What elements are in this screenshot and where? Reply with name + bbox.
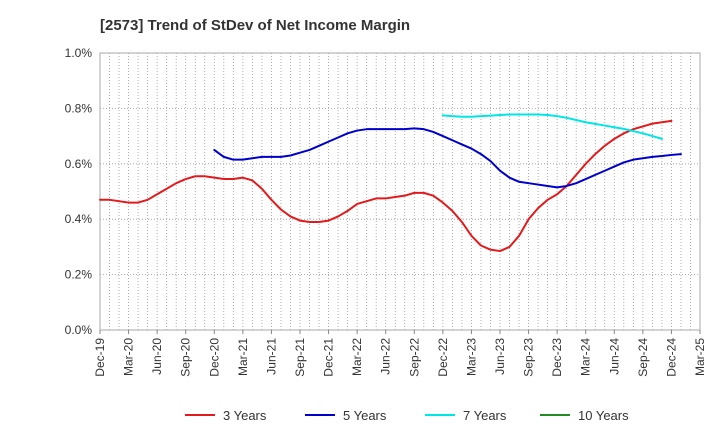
x-tick-label: Mar-22 <box>350 338 364 376</box>
x-tick-label: Jun-24 <box>607 338 621 375</box>
legend-label: 3 Years <box>223 408 267 423</box>
legend-label: 5 Years <box>343 408 387 423</box>
x-tick-label: Mar-23 <box>464 338 478 376</box>
legend-label: 10 Years <box>578 408 629 423</box>
x-axis-ticks: Dec-19 Mar-20 Jun-20 Sep-20 Dec-20 Mar-21 Jun-… <box>93 330 707 377</box>
legend-label: 7 Years <box>463 408 507 423</box>
y-tick-label: 0.8% <box>65 101 93 115</box>
series-line-7-years <box>441 113 663 140</box>
x-tick-label: Sep-20 <box>179 338 193 377</box>
x-tick-label: Dec-23 <box>550 338 564 377</box>
chart-title: [2573] Trend of StDev of Net Income Marg… <box>100 17 410 34</box>
plot-background <box>100 53 700 330</box>
x-tick-label: Mar-25 <box>693 338 707 376</box>
y-tick-label: 1.0% <box>65 46 93 60</box>
series-line-5-years <box>213 127 682 189</box>
x-tick-label: Jun-22 <box>379 338 393 375</box>
y-tick-label: 0.2% <box>65 268 93 282</box>
x-tick-label: Sep-22 <box>407 338 421 377</box>
x-tick-label: Mar-21 <box>236 338 250 376</box>
x-tick-label: Mar-20 <box>122 338 136 376</box>
y-axis-ticks: 0.0% 0.2% 0.4% 0.6% 0.8% 1.0% <box>65 46 93 337</box>
x-tick-label: Dec-19 <box>93 338 107 377</box>
x-tick-label: Jun-23 <box>493 338 507 375</box>
x-tick-label: Dec-20 <box>207 338 221 377</box>
x-tick-label: Sep-24 <box>636 338 650 377</box>
x-tick-label: Mar-24 <box>579 338 593 376</box>
x-tick-label: Jun-21 <box>264 338 278 375</box>
legend: 3 Years 5 Years 7 Years 10 Years <box>185 408 629 423</box>
x-tick-label: Dec-24 <box>664 338 678 377</box>
x-tick-label: Dec-21 <box>322 338 336 377</box>
y-tick-label: 0.6% <box>65 157 93 171</box>
x-tick-label: Jun-20 <box>150 338 164 375</box>
y-tick-label: 0.0% <box>65 323 93 337</box>
plot-border <box>99 52 701 331</box>
x-tick-label: Sep-21 <box>293 338 307 377</box>
x-tick-label: Sep-23 <box>522 338 536 377</box>
series-line-3-years <box>99 119 673 253</box>
x-tick-label: Dec-22 <box>436 338 450 377</box>
series-group <box>99 113 682 253</box>
y-tick-label: 0.4% <box>65 212 93 226</box>
plot-area <box>99 52 701 331</box>
